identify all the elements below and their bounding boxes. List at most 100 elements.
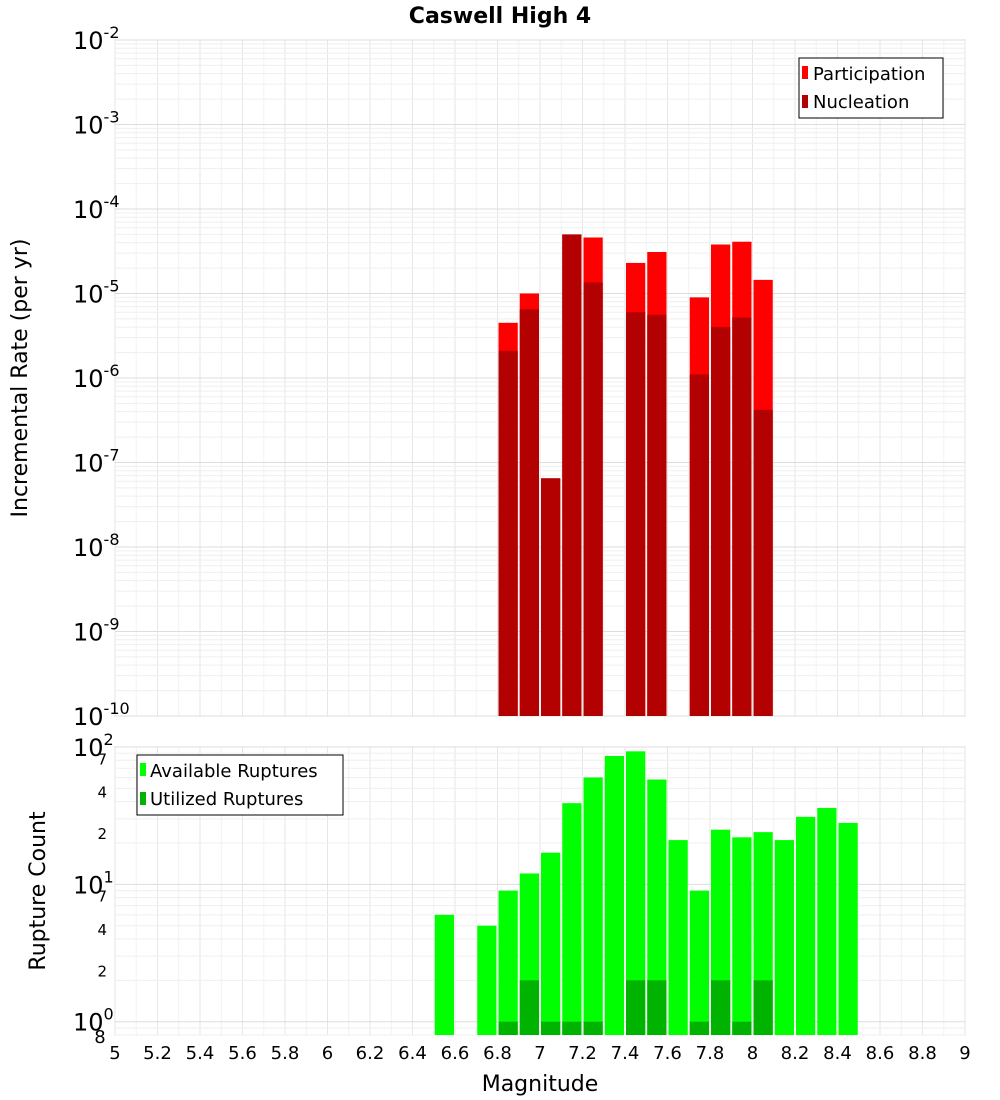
x-axis-label: Magnitude xyxy=(482,1072,599,1097)
x-tick-label: 7 xyxy=(534,1043,545,1064)
count-bar-utilized-ruptures xyxy=(732,1021,752,1035)
top-legend: Participation Nucleation xyxy=(798,57,944,119)
rate-bar-nucleation xyxy=(753,409,773,716)
y-tick-label: 10-6 xyxy=(73,361,120,393)
rate-bar-nucleation xyxy=(626,312,646,716)
count-bar-available-ruptures xyxy=(838,822,858,1035)
legend-label-nucleation: Nucleation xyxy=(813,92,909,113)
y-minor-tick-label: 4 xyxy=(97,921,107,939)
x-tick-label: 6.4 xyxy=(398,1043,427,1064)
count-bar-utilized-ruptures xyxy=(689,1021,709,1035)
y-tick-label: 10-8 xyxy=(73,530,120,562)
rate-bar-nucleation xyxy=(583,282,603,716)
rate-bar-nucleation xyxy=(711,327,731,716)
x-tick-label: 5.4 xyxy=(186,1043,215,1064)
count-bar-available-ruptures xyxy=(817,807,837,1035)
legend-label-participation: Participation xyxy=(813,64,925,85)
y-minor-tick-label: 7 xyxy=(97,750,107,768)
y-bottom-tick-label: 8 xyxy=(94,1027,105,1048)
legend-label-utilized: Utilized Ruptures xyxy=(150,789,303,810)
y-minor-tick-label: 7 xyxy=(97,888,107,906)
count-bar-available-ruptures xyxy=(796,816,816,1035)
count-bar-available-ruptures xyxy=(604,755,624,1035)
y-minor-tick-label: 2 xyxy=(97,962,107,980)
x-tick-label: 8.8 xyxy=(908,1043,937,1064)
y-tick-label: 10-2 xyxy=(73,23,120,55)
x-tick-label: 7.6 xyxy=(653,1043,682,1064)
y-minor-tick-label: 4 xyxy=(97,784,107,802)
x-tick-label: 7.4 xyxy=(611,1043,640,1064)
x-tick-label: 8.6 xyxy=(866,1043,895,1064)
count-bar-utilized-ruptures xyxy=(711,980,731,1035)
count-bar-available-ruptures xyxy=(774,840,794,1035)
y-tick-label: 10-7 xyxy=(73,446,120,478)
count-bar-available-ruptures xyxy=(626,751,646,1035)
x-tick-label: 5.8 xyxy=(271,1043,300,1064)
rate-bar-nucleation xyxy=(689,374,709,716)
x-tick-label: 6.6 xyxy=(441,1043,470,1064)
x-tick-label: 8.2 xyxy=(781,1043,810,1064)
x-tick-label: 5 xyxy=(109,1043,120,1064)
top-y-axis-ticks: 10-10 10-9 10-8 10-7 10-6 10-5 10-4 10-3 10-2 xyxy=(73,23,130,731)
count-bar-utilized-ruptures xyxy=(498,1021,518,1035)
y-tick-label: 10-4 xyxy=(73,192,120,224)
x-tick-label: 6.2 xyxy=(356,1043,385,1064)
y-tick-label: 10-10 xyxy=(73,699,130,731)
rate-bar-nucleation xyxy=(647,314,667,716)
count-bar-utilized-ruptures xyxy=(541,1021,561,1035)
rate-bar-nucleation xyxy=(541,478,561,716)
top-y-axis-label: Incremental Rate (per yr) xyxy=(8,239,33,518)
y-tick-label: 10-3 xyxy=(73,108,120,140)
count-bar-utilized-ruptures xyxy=(626,980,646,1035)
top-bars xyxy=(498,234,773,717)
rate-bar-nucleation xyxy=(732,317,752,716)
y-tick-label: 10-5 xyxy=(73,277,120,309)
y-decade-label: 100 xyxy=(73,1005,114,1037)
x-axis-ticks: 5 5.2 5.4 5.6 5.8 6 6.2 6.4 6.6 6.8 7 7.2 7.4 7.6 7.8 8… xyxy=(109,1043,970,1064)
bottom-bars xyxy=(434,751,858,1035)
count-bar-available-ruptures xyxy=(477,925,497,1035)
legend-swatch-utilized xyxy=(140,792,146,805)
bottom-legend: Available Ruptures Utilized Ruptures xyxy=(136,754,344,816)
bottom-legend-box xyxy=(136,754,344,816)
x-tick-label: 9 xyxy=(959,1043,970,1064)
count-bar-utilized-ruptures xyxy=(519,980,539,1035)
legend-label-available: Available Ruptures xyxy=(150,761,318,782)
count-bar-available-ruptures xyxy=(647,779,667,1035)
x-tick-label: 6.8 xyxy=(483,1043,512,1064)
x-tick-label: 8 xyxy=(747,1043,758,1064)
x-tick-label: 5.2 xyxy=(143,1043,172,1064)
x-tick-label: 8.4 xyxy=(823,1043,852,1064)
count-bar-available-ruptures xyxy=(562,803,582,1035)
count-bar-available-ruptures xyxy=(732,837,752,1035)
legend-swatch-nucleation xyxy=(802,95,808,108)
count-bar-available-ruptures xyxy=(689,890,709,1035)
bottom-y-axis-label: Rupture Count xyxy=(26,811,51,971)
y-minor-tick-label: 2 xyxy=(97,825,107,843)
top-grid xyxy=(114,39,966,717)
count-bar-utilized-ruptures xyxy=(562,1021,582,1035)
y-tick-label: 10-9 xyxy=(73,615,120,647)
x-tick-label: 7.2 xyxy=(568,1043,597,1064)
count-bar-available-ruptures xyxy=(541,852,561,1035)
count-bar-available-ruptures xyxy=(498,890,518,1035)
legend-swatch-participation xyxy=(802,66,808,79)
count-bar-utilized-ruptures xyxy=(583,1021,603,1035)
rate-bar-nucleation xyxy=(498,350,518,716)
legend-swatch-available xyxy=(140,763,146,776)
x-tick-label: 7.8 xyxy=(696,1043,725,1064)
rate-bar-nucleation xyxy=(519,309,539,716)
chart-title: Caswell High 4 xyxy=(409,4,591,29)
x-tick-label: 6 xyxy=(322,1043,333,1064)
count-bar-utilized-ruptures xyxy=(753,980,773,1035)
x-tick-label: 5.6 xyxy=(228,1043,257,1064)
count-bar-utilized-ruptures xyxy=(647,980,667,1035)
bottom-y-axis-ticks: 100 101 102 2 4 7 2 4 7 8 xyxy=(73,730,114,1048)
top-legend-box xyxy=(798,57,944,119)
y-decade-label: 102 xyxy=(73,730,114,762)
count-bar-available-ruptures xyxy=(434,914,454,1035)
y-decade-label: 101 xyxy=(73,867,114,899)
rate-bar-nucleation xyxy=(562,234,582,717)
count-bar-available-ruptures xyxy=(583,777,603,1035)
